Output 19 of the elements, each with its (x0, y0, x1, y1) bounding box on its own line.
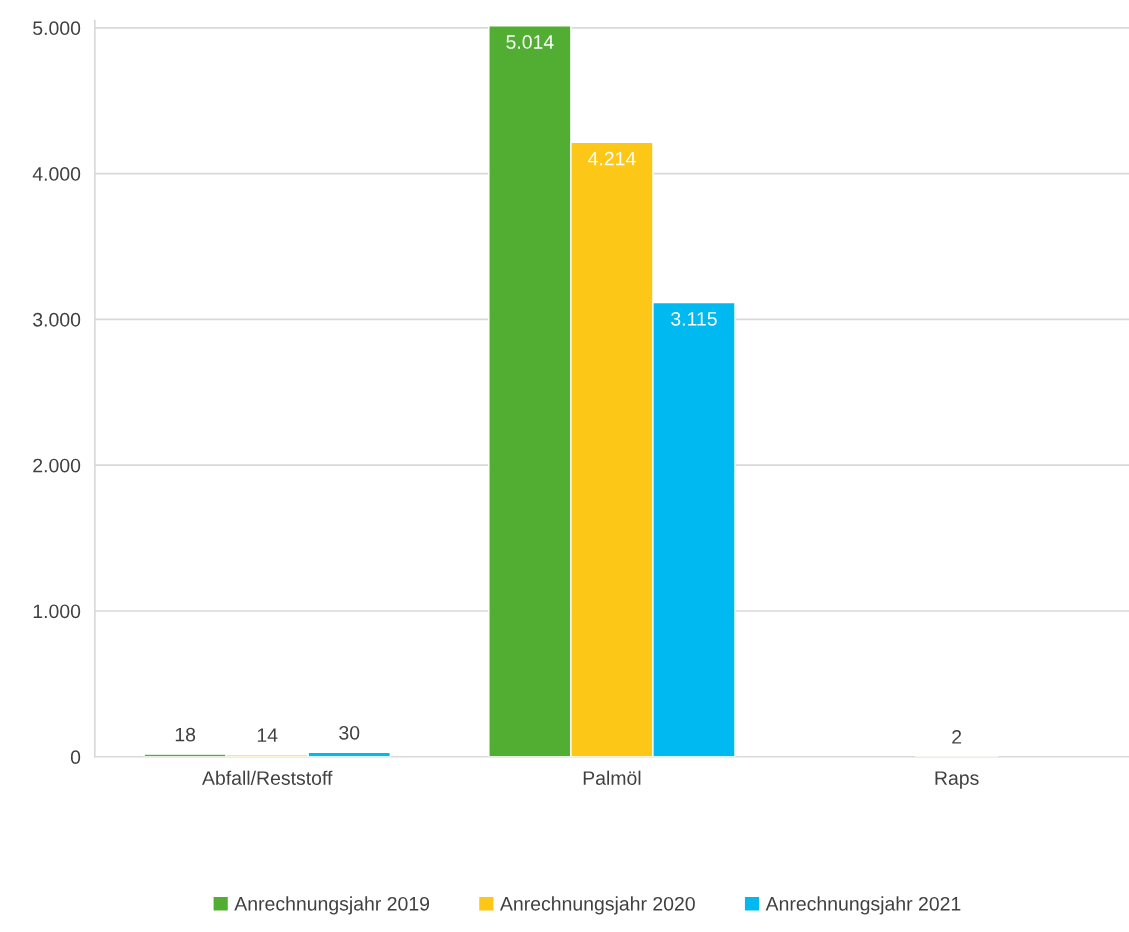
y-tick-label: 0 (70, 750, 81, 765)
y-tick-label: 2.000 (33, 458, 81, 473)
legend-label: Anrechnungsjahr 2021 (765, 896, 961, 915)
y-tick-label: 5.000 (33, 21, 81, 36)
data-label: 2 (952, 730, 962, 744)
legend-label: Anrechnungsjahr 2020 (499, 896, 695, 915)
data-label: 30 (339, 725, 360, 740)
data-label: 14 (257, 728, 278, 742)
y-tick-label: 4.000 (32, 167, 81, 181)
data-label: 4.214 (588, 151, 636, 166)
x-tick-label: Abfall/Reststoff (202, 770, 333, 785)
y-tick-label: 1.000 (33, 604, 81, 619)
x-tick-label: Raps (935, 771, 979, 789)
data-label: 5.014 (506, 35, 554, 49)
data-label: 18 (175, 727, 196, 742)
y-tick-label: 3.000 (33, 312, 81, 327)
data-label: 3.115 (671, 311, 717, 326)
x-tick-label: Palmöl (583, 770, 641, 785)
legend-label: Anrechnungsjahr 2019 (234, 896, 430, 915)
